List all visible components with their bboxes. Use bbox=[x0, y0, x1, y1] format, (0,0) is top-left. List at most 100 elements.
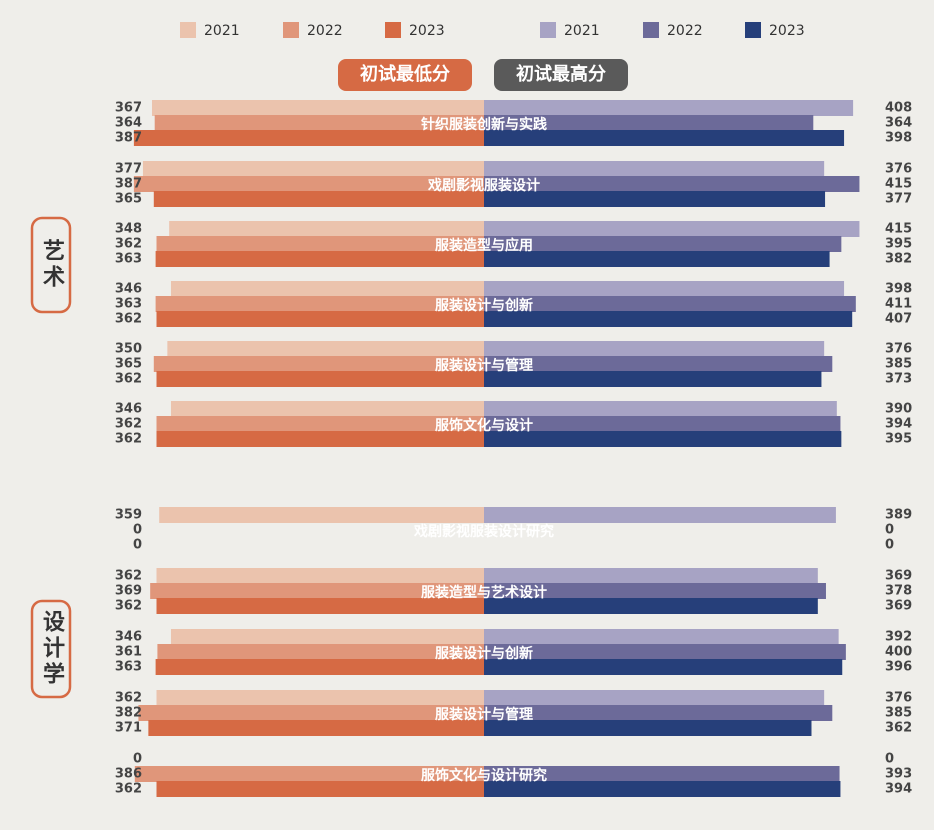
legend-label: 2021 bbox=[204, 23, 240, 39]
bar-left bbox=[159, 507, 485, 523]
value-label-left: 362 bbox=[115, 599, 142, 614]
bar-left bbox=[169, 221, 484, 237]
bar-left bbox=[138, 705, 484, 721]
value-label-left: 382 bbox=[115, 706, 142, 721]
bar-right bbox=[484, 781, 841, 797]
value-label-right: 385 bbox=[885, 357, 912, 372]
value-label-left: 367 bbox=[115, 101, 142, 116]
value-label-right: 408 bbox=[885, 101, 912, 116]
value-label-left: 362 bbox=[115, 691, 142, 706]
value-label-right: 362 bbox=[885, 721, 912, 736]
bar-left bbox=[153, 356, 485, 372]
value-label-right: 378 bbox=[885, 584, 912, 599]
bar-left bbox=[155, 659, 484, 675]
category-label: 服装设计与管理 bbox=[435, 357, 533, 374]
value-label-left: 348 bbox=[115, 222, 142, 237]
value-label-right: 0 bbox=[885, 752, 894, 767]
category-label: 服装造型与应用 bbox=[435, 237, 533, 254]
bar-left bbox=[170, 281, 484, 297]
bar-left bbox=[156, 431, 484, 447]
bar-left bbox=[142, 161, 484, 177]
value-label-right: 0 bbox=[885, 538, 894, 553]
left-title-bg bbox=[338, 59, 472, 91]
category-label: 针织服装创新与实践 bbox=[420, 116, 547, 133]
bar-left bbox=[156, 416, 484, 432]
value-label-left: 362 bbox=[115, 782, 142, 797]
bar-right bbox=[484, 371, 822, 387]
value-label-right: 407 bbox=[885, 312, 912, 327]
bar-left bbox=[151, 100, 484, 116]
bar-right bbox=[484, 296, 856, 312]
category-label: 服装设计与管理 bbox=[435, 706, 533, 723]
bar-left bbox=[155, 251, 484, 267]
value-label-left: 346 bbox=[115, 630, 142, 645]
bar-right bbox=[484, 705, 833, 721]
bar-right bbox=[484, 356, 833, 372]
bar-left bbox=[156, 311, 484, 327]
bar-right bbox=[484, 690, 825, 706]
value-label-right: 415 bbox=[885, 177, 912, 192]
legend-swatch bbox=[745, 22, 761, 38]
value-label-right: 394 bbox=[885, 417, 912, 432]
value-label-left: 346 bbox=[115, 402, 142, 417]
bar-right bbox=[484, 221, 860, 237]
legend-label: 2023 bbox=[769, 23, 805, 39]
bar-left bbox=[156, 371, 484, 387]
value-label-right: 400 bbox=[885, 645, 912, 660]
bar-right bbox=[484, 401, 837, 417]
value-label-left: 346 bbox=[115, 282, 142, 297]
value-label-left: 364 bbox=[115, 116, 142, 131]
category-label: 戏剧影视服装设计 bbox=[427, 177, 540, 194]
bar-right bbox=[484, 416, 841, 432]
value-label-right: 392 bbox=[885, 630, 912, 645]
value-label-left: 350 bbox=[115, 342, 142, 357]
bar-right bbox=[484, 311, 853, 327]
value-label-left: 365 bbox=[115, 357, 142, 372]
bar-right bbox=[484, 161, 825, 177]
value-label-right: 376 bbox=[885, 342, 912, 357]
bar-left bbox=[170, 401, 484, 417]
bar-left bbox=[133, 176, 484, 192]
category-label: 服饰文化与设计研究 bbox=[421, 767, 547, 784]
value-label-left: 362 bbox=[115, 432, 142, 447]
bar-right bbox=[484, 100, 854, 116]
value-label-left: 361 bbox=[115, 645, 142, 660]
value-label-right: 390 bbox=[885, 402, 912, 417]
bar-right bbox=[484, 176, 860, 192]
bar-right bbox=[484, 583, 826, 599]
section-box bbox=[30, 599, 72, 699]
bar-left bbox=[133, 130, 484, 146]
bar-right bbox=[484, 281, 845, 297]
bar-right bbox=[484, 598, 818, 614]
bar-left bbox=[156, 236, 484, 252]
value-label-right: 373 bbox=[885, 372, 912, 387]
bar-left bbox=[170, 629, 484, 645]
legend-label: 2021 bbox=[564, 23, 600, 39]
value-label-right: 415 bbox=[885, 222, 912, 237]
bar-right bbox=[484, 766, 840, 782]
value-label-left: 377 bbox=[115, 162, 142, 177]
value-label-left: 362 bbox=[115, 417, 142, 432]
value-label-right: 395 bbox=[885, 237, 912, 252]
bar-right bbox=[484, 629, 839, 645]
bar-right bbox=[484, 720, 812, 736]
value-label-right: 389 bbox=[885, 508, 912, 523]
bar-right bbox=[484, 431, 842, 447]
value-label-left: 0 bbox=[133, 538, 142, 553]
value-label-left: 387 bbox=[115, 177, 142, 192]
bar-left bbox=[156, 568, 484, 584]
value-label-right: 398 bbox=[885, 131, 912, 146]
bar-right bbox=[484, 568, 818, 584]
value-label-left: 362 bbox=[115, 569, 142, 584]
category-label: 服饰文化与设计 bbox=[435, 417, 533, 434]
bar-right bbox=[484, 191, 826, 207]
value-label-right: 376 bbox=[885, 691, 912, 706]
legend-swatch bbox=[643, 22, 659, 38]
bar-left bbox=[134, 766, 484, 782]
right-title-bg bbox=[494, 59, 628, 91]
section-box bbox=[30, 216, 72, 314]
value-label-right: 385 bbox=[885, 706, 912, 721]
bar-left bbox=[157, 644, 484, 660]
section-label: 设计学 bbox=[39, 610, 65, 688]
